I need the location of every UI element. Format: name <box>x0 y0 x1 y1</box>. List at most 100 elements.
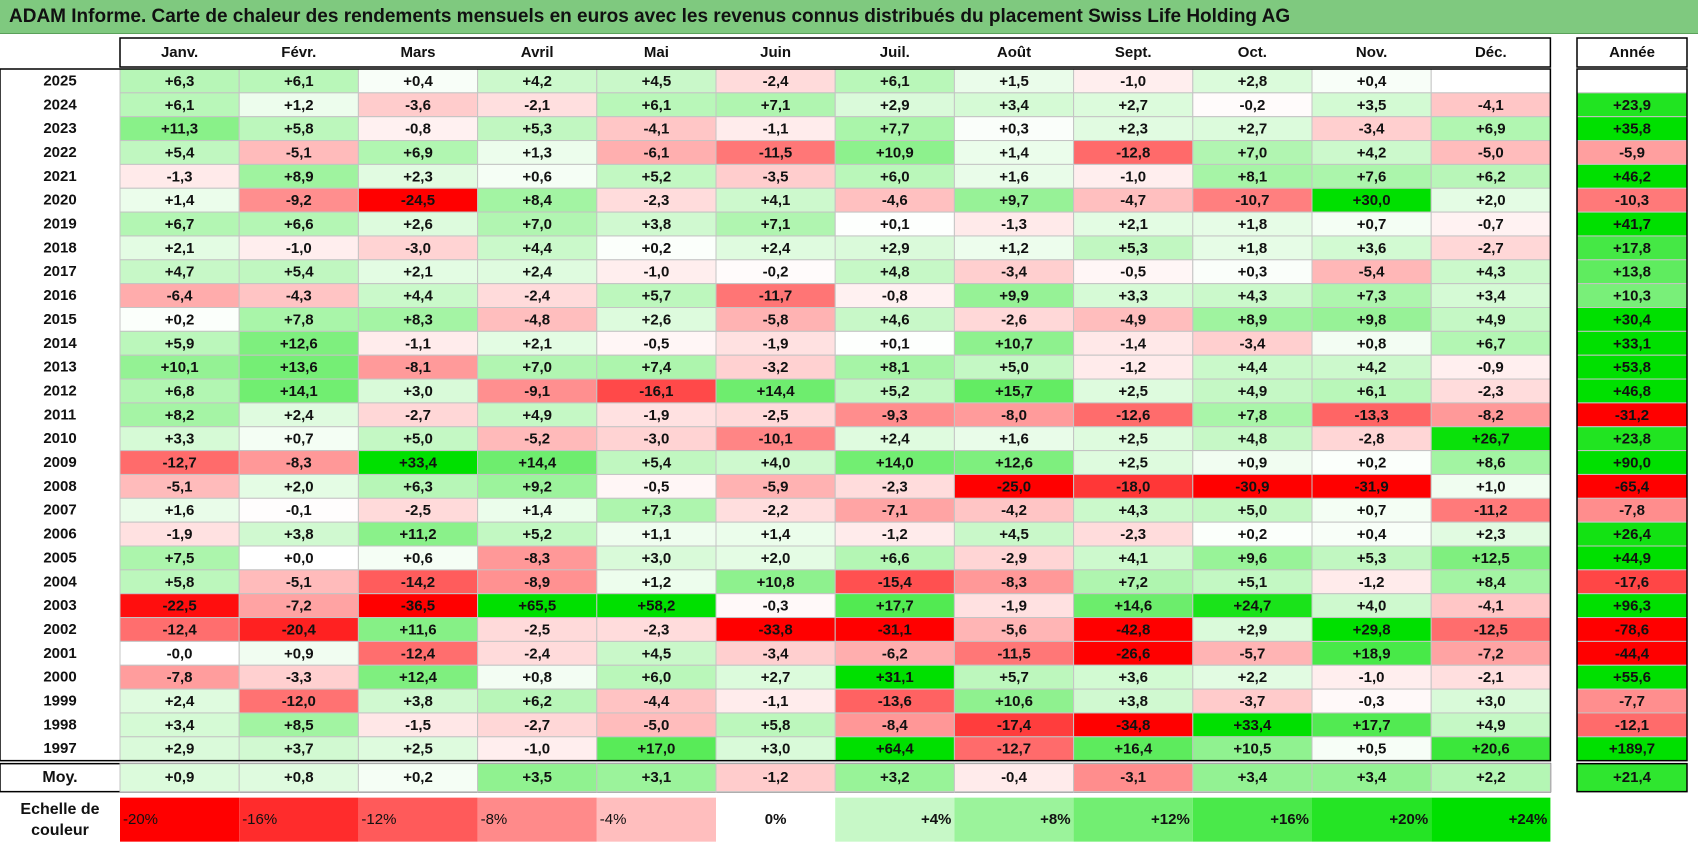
year-label: 2007 <box>43 502 76 519</box>
cell-value: +1,2 <box>284 97 314 114</box>
year-value: +17,8 <box>1613 240 1651 257</box>
year-value: -12,1 <box>1615 717 1649 734</box>
cell-value: +4,0 <box>761 455 791 472</box>
year-label: 2015 <box>43 311 76 328</box>
cell-value: +0,7 <box>284 431 314 448</box>
cell-value: -2,4 <box>763 73 790 90</box>
cell-value: +6,1 <box>1357 383 1387 400</box>
cell-value: +5,3 <box>1357 550 1387 567</box>
cell-value: +0,1 <box>880 335 910 352</box>
cell-value: -3,5 <box>763 168 789 185</box>
month-label: Juin <box>760 44 791 61</box>
cell-value: -6,4 <box>167 288 194 305</box>
cell-value: +33,4 <box>1233 717 1272 734</box>
cell-value: +4,2 <box>522 73 552 90</box>
cell-value: +5,9 <box>165 335 195 352</box>
cell-value: +7,3 <box>1357 288 1387 305</box>
cell-value: -1,3 <box>167 168 193 185</box>
average-value: -3,1 <box>1120 769 1146 786</box>
cell-value: +10,6 <box>995 693 1033 710</box>
cell-value: -2,1 <box>524 97 550 114</box>
cell-value: +3,4 <box>1476 288 1506 305</box>
cell-value: -8,0 <box>1001 407 1027 424</box>
cell-value: +13,6 <box>280 359 318 376</box>
cell-value: -11,7 <box>759 288 792 305</box>
cell-value: +2,4 <box>165 693 195 710</box>
average-cell <box>1311 763 1432 793</box>
scale-label: -12% <box>361 811 396 828</box>
cell-value: +2,5 <box>403 741 433 758</box>
year-label: 1999 <box>43 693 76 710</box>
year-label: 2018 <box>43 239 76 256</box>
heat-cell <box>1430 68 1551 94</box>
cell-value: +5,8 <box>761 717 791 734</box>
cell-value: +0,0 <box>284 550 314 567</box>
cell-value: +11,3 <box>161 121 198 138</box>
cell-value: +1,3 <box>522 144 552 161</box>
scale-swatch <box>1192 797 1312 842</box>
year-value: -44,4 <box>1615 645 1650 662</box>
cell-value: +5,1 <box>1238 574 1268 591</box>
year-value: +46,8 <box>1613 383 1651 400</box>
cell-value: +26,7 <box>1472 431 1510 448</box>
cell-value: +0,7 <box>1357 502 1387 519</box>
year-value: +13,8 <box>1613 264 1651 281</box>
scale-label: couleur <box>31 822 89 839</box>
month-label: Mars <box>400 44 435 61</box>
average-cell <box>357 763 479 793</box>
cell-value: -0,3 <box>763 598 789 615</box>
cell-value: -3,4 <box>1001 264 1028 281</box>
cell-value: -8,2 <box>1478 407 1504 424</box>
cell-value: +2,5 <box>1118 431 1148 448</box>
cell-value: +2,1 <box>522 335 552 352</box>
cell-value: +4,4 <box>1238 359 1268 376</box>
cell-value: +20,6 <box>1472 741 1510 758</box>
cell-value: +1,2 <box>642 574 672 591</box>
cell-value: +6,6 <box>880 550 910 567</box>
cell-value: -2,9 <box>1001 550 1027 567</box>
cell-value: -11,2 <box>1474 502 1507 519</box>
cell-value: +5,0 <box>403 431 433 448</box>
year-label: 2012 <box>43 382 76 399</box>
cell-value: +1,6 <box>999 431 1029 448</box>
cell-value: +7,3 <box>642 502 672 519</box>
month-label: Août <box>997 44 1031 61</box>
cell-value: +12,6 <box>995 455 1033 472</box>
cell-value: -34,8 <box>1116 717 1150 734</box>
cell-value: +3,3 <box>165 431 195 448</box>
cell-value: +3,6 <box>1118 669 1148 686</box>
cell-value: +2,1 <box>1118 216 1148 233</box>
average-value: +0,9 <box>165 769 195 786</box>
month-label: Nov. <box>1356 44 1387 61</box>
average-year-cell <box>1576 762 1688 793</box>
cell-value: +7,0 <box>522 216 552 233</box>
cell-value: +1,6 <box>165 502 195 519</box>
cell-value: -4,9 <box>1120 311 1146 328</box>
cell-value: -1,1 <box>763 693 789 710</box>
cell-value: +4,1 <box>1118 550 1148 567</box>
cell-value: -0,2 <box>763 264 789 281</box>
cell-value: -5,4 <box>1359 264 1386 281</box>
cell-value: -1,0 <box>1359 669 1385 686</box>
cell-value: +18,9 <box>1353 645 1391 662</box>
cell-value: -3,6 <box>405 97 431 114</box>
cell-value: +4,2 <box>1357 359 1387 376</box>
cell-value: +4,7 <box>165 264 195 281</box>
cell-value: +2,3 <box>403 168 433 185</box>
year-label: 2014 <box>43 335 77 352</box>
cell-value: -9,1 <box>524 383 550 400</box>
cell-value: +0,4 <box>1357 526 1387 543</box>
month-label: Févr. <box>281 44 316 61</box>
cell-value: -25,0 <box>997 478 1031 495</box>
cell-value: +8,1 <box>880 359 910 376</box>
year-label: 2001 <box>43 645 76 662</box>
average-cell <box>596 763 717 793</box>
cell-value: +16,4 <box>1114 741 1153 758</box>
cell-value: +5,8 <box>165 574 195 591</box>
cell-value: +5,7 <box>642 288 672 305</box>
cell-value: -2,5 <box>763 407 789 424</box>
cell-value: +65,5 <box>518 598 556 615</box>
cell-value: +7,0 <box>1238 144 1268 161</box>
cell-value: -22,5 <box>162 598 196 615</box>
year-value: +96,3 <box>1613 598 1651 615</box>
